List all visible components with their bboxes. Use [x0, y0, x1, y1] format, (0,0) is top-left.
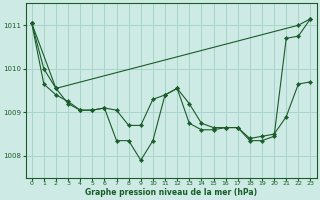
- X-axis label: Graphe pression niveau de la mer (hPa): Graphe pression niveau de la mer (hPa): [85, 188, 257, 197]
